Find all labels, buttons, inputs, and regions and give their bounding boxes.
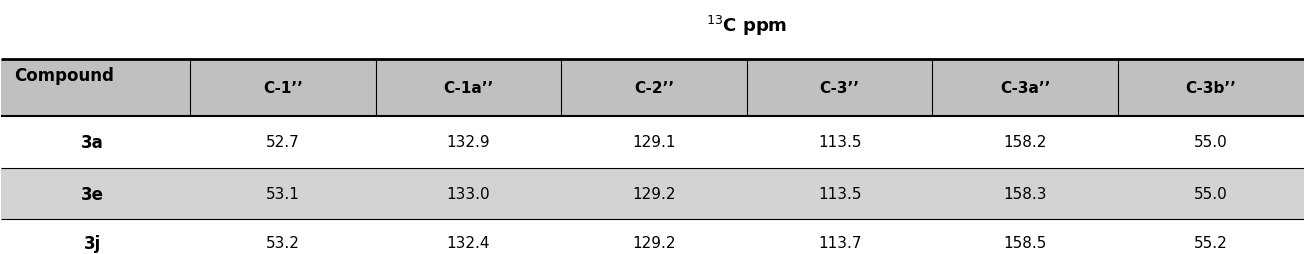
Text: 3e: 3e — [81, 185, 104, 203]
Text: 158.2: 158.2 — [1004, 135, 1047, 150]
Text: C-1’’: C-1’’ — [264, 81, 303, 96]
Text: 113.5: 113.5 — [818, 186, 861, 201]
Text: 113.7: 113.7 — [818, 235, 861, 250]
Text: 52.7: 52.7 — [266, 135, 300, 150]
Text: 3j: 3j — [84, 234, 102, 252]
Text: 132.9: 132.9 — [446, 135, 491, 150]
Text: 55.0: 55.0 — [1194, 135, 1228, 150]
Bar — [1, 117, 1304, 168]
Text: 53.1: 53.1 — [266, 186, 300, 201]
Text: C-3b’’: C-3b’’ — [1185, 81, 1236, 96]
Text: Compound: Compound — [14, 67, 115, 85]
Text: 129.1: 129.1 — [633, 135, 676, 150]
Text: $^{13}$C ppm: $^{13}$C ppm — [706, 14, 788, 38]
Text: 133.0: 133.0 — [446, 186, 491, 201]
Text: 158.5: 158.5 — [1004, 235, 1047, 250]
Bar — [1, 60, 1304, 117]
Text: 53.2: 53.2 — [266, 235, 300, 250]
Text: C-1a’’: C-1a’’ — [444, 81, 493, 96]
Text: 129.2: 129.2 — [633, 186, 676, 201]
Text: 55.2: 55.2 — [1194, 235, 1228, 250]
Bar — [1, 220, 1304, 254]
Text: C-3’’: C-3’’ — [820, 81, 860, 96]
Text: C-2’’: C-2’’ — [634, 81, 675, 96]
Text: 55.0: 55.0 — [1194, 186, 1228, 201]
Text: C-3a’’: C-3a’’ — [1000, 81, 1051, 96]
Text: 158.3: 158.3 — [1004, 186, 1047, 201]
Text: 3a: 3a — [81, 133, 104, 151]
Text: 113.5: 113.5 — [818, 135, 861, 150]
Bar — [1, 168, 1304, 220]
Text: 129.2: 129.2 — [633, 235, 676, 250]
Text: 132.4: 132.4 — [446, 235, 491, 250]
